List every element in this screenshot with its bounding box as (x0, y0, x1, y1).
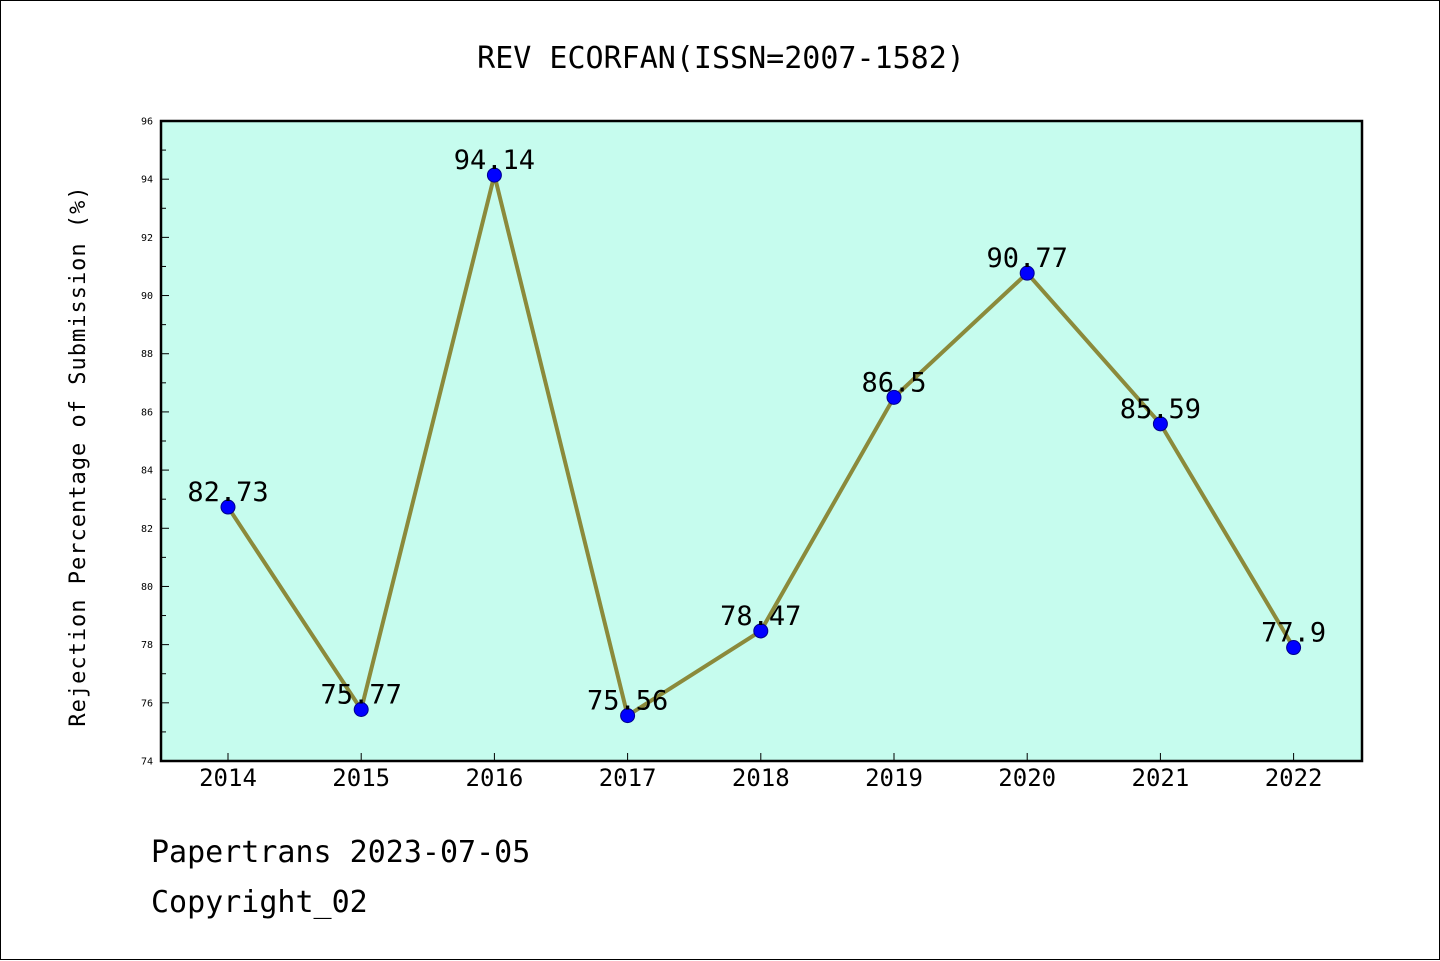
x-tick-label: 2017 (599, 764, 657, 792)
y-tick-label: 86 (141, 407, 153, 418)
y-tick-label: 82 (141, 524, 153, 535)
data-point (486, 167, 502, 183)
data-label: 75.56 (587, 686, 668, 717)
footer-source: Papertrans 2023-07-05 (151, 835, 531, 870)
data-point (1286, 640, 1302, 656)
x-axis: 2014 2015 2016 2017 2018 2019 2020 2021 2022 (199, 753, 1322, 792)
x-tick-label: 2019 (865, 764, 923, 792)
x-tick-label: 2018 (732, 764, 790, 792)
data-point (753, 623, 769, 639)
data-label: 86.5 (861, 367, 926, 398)
data-markers (220, 167, 1302, 724)
x-tick-label: 2016 (466, 764, 524, 792)
x-tick-label: 2015 (332, 764, 390, 792)
y-tick-label: 74 (141, 757, 153, 768)
data-label: 78.47 (720, 601, 801, 632)
y-tick-label: 88 (141, 349, 153, 360)
data-point (1019, 265, 1035, 281)
data-label: 90.77 (987, 243, 1068, 274)
data-point (1152, 416, 1168, 432)
data-label: 82.73 (187, 477, 268, 508)
plot-area (159, 119, 1364, 763)
x-tick-label: 2021 (1132, 764, 1190, 792)
data-point (886, 389, 902, 405)
data-point (220, 499, 236, 515)
x-tick-label: 2014 (199, 764, 257, 792)
chart-title: REV ECORFAN(ISSN=2007-1582) (477, 41, 965, 76)
footer-copyright: Copyright_02 (151, 885, 368, 920)
y-tick-label: 84 (141, 466, 153, 477)
y-axis-label: Rejection Percentage of Submission (%) (66, 185, 91, 726)
data-point (620, 708, 636, 724)
data-label: 77.9 (1261, 618, 1326, 649)
x-tick-label: 2022 (1265, 764, 1323, 792)
data-label: 85.59 (1120, 394, 1201, 425)
data-point (353, 702, 369, 718)
data-label: 94.14 (454, 145, 535, 176)
y-tick-label: 76 (141, 698, 153, 709)
x-tick-label: 2020 (998, 764, 1056, 792)
y-tick-label: 78 (141, 640, 153, 651)
y-tick-label: 96 (141, 117, 153, 128)
data-label: 75.77 (321, 680, 402, 711)
y-tick-label: 94 (141, 175, 153, 186)
data-labels: 82.73 75.77 94.14 75.56 78.47 86.5 90.77 85.59 7… (187, 145, 1326, 717)
y-tick-label: 90 (141, 291, 153, 302)
y-tick-label: 92 (141, 233, 153, 244)
y-axis: 74 76 78 80 82 84 86 88 90 92 94 96 (141, 117, 169, 768)
y-tick-label: 80 (141, 582, 153, 593)
